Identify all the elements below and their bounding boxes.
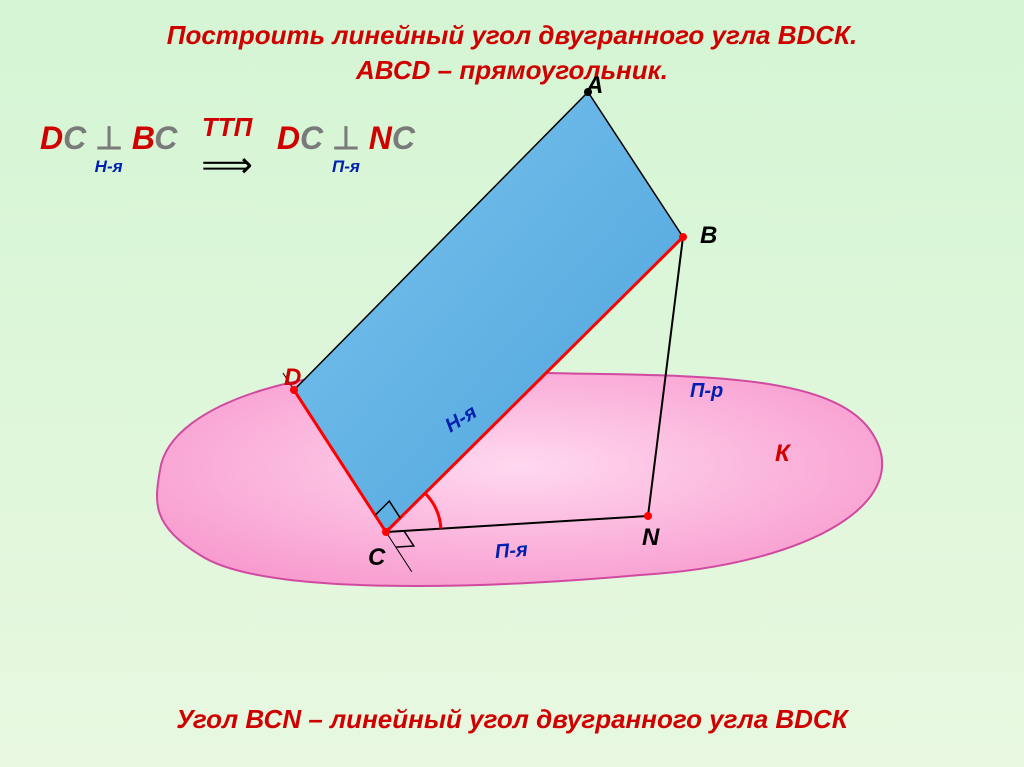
footer: Угол ВСN – линейный угол двугранного угл… [0, 704, 1024, 735]
label-n: N [642, 524, 659, 552]
label-a: А [586, 72, 603, 100]
label-k: К [775, 440, 790, 468]
label-d: D [284, 364, 301, 392]
point-c [382, 528, 390, 536]
point-n [644, 512, 652, 520]
label-b: В [700, 222, 717, 250]
edge-label-pr: П-р [690, 380, 723, 403]
label-c: С [368, 544, 385, 572]
edge-label-pya: П-я [494, 539, 528, 564]
point-b [679, 233, 687, 241]
diagram-svg [0, 0, 1024, 767]
